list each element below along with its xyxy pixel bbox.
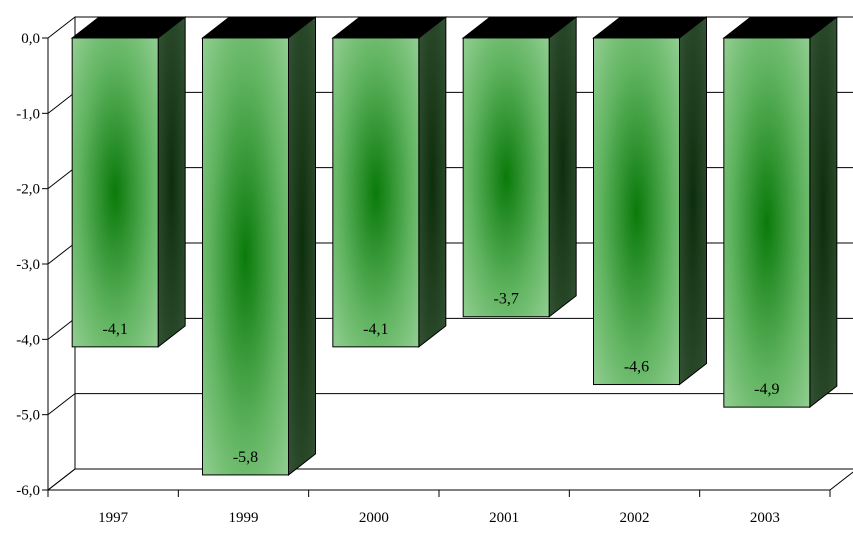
- side-wall-gridline: [47, 468, 76, 491]
- bar-side: [288, 15, 316, 476]
- y-tick-label: -2,0: [16, 182, 40, 198]
- y-tick-label: -1,0: [16, 106, 40, 122]
- bar: [722, 15, 839, 409]
- data-label: -4,1: [363, 321, 388, 338]
- bar: [201, 15, 317, 476]
- bar-side: [548, 15, 577, 318]
- floor: [46, 468, 853, 491]
- category-label: 2000: [359, 510, 389, 526]
- bar: [331, 15, 448, 348]
- data-label: -4,1: [103, 321, 128, 338]
- y-tick-label: -3,0: [16, 257, 40, 273]
- category-label: 2001: [489, 510, 519, 526]
- bar-front: [462, 37, 550, 318]
- side-wall-gridline: [47, 167, 76, 190]
- bar-side: [157, 15, 186, 348]
- side-wall-gridline: [47, 317, 76, 340]
- category-label: 2002: [620, 510, 650, 526]
- bars: [70, 15, 839, 476]
- data-label: -4,9: [754, 381, 779, 398]
- bar-side: [679, 15, 707, 386]
- bar: [70, 15, 187, 348]
- y-tick-label: -4,0: [16, 332, 40, 348]
- data-label: -3,7: [494, 291, 519, 308]
- bar-front: [593, 37, 680, 386]
- bar-side: [809, 15, 838, 409]
- data-label: -4,6: [624, 359, 649, 376]
- bar-front: [71, 37, 159, 348]
- data-label: -5,8: [233, 449, 258, 466]
- category-label: 2003: [750, 510, 780, 526]
- bar-side: [418, 15, 447, 348]
- y-tick-label: 0,0: [21, 31, 40, 47]
- side-wall-gridline: [47, 16, 76, 39]
- category-label: 1999: [229, 510, 259, 526]
- side-wall-gridline: [47, 393, 76, 416]
- y-tick-label: -5,0: [16, 408, 40, 424]
- labels: 0,0 -1,0 -2,0 -3,0 -4,0 -5,0 -6,0 -4,1 1997 -5,8 1…: [16, 31, 780, 526]
- y-tick-label: -6,0: [16, 483, 40, 499]
- bar-front: [332, 37, 420, 348]
- bar: [461, 15, 578, 318]
- bar-front: [723, 37, 811, 408]
- bar-front: [202, 37, 289, 476]
- category-label: 1997: [98, 510, 129, 526]
- side-wall-gridline: [47, 242, 76, 265]
- side-wall-gridline: [47, 91, 76, 114]
- bar: [592, 15, 708, 386]
